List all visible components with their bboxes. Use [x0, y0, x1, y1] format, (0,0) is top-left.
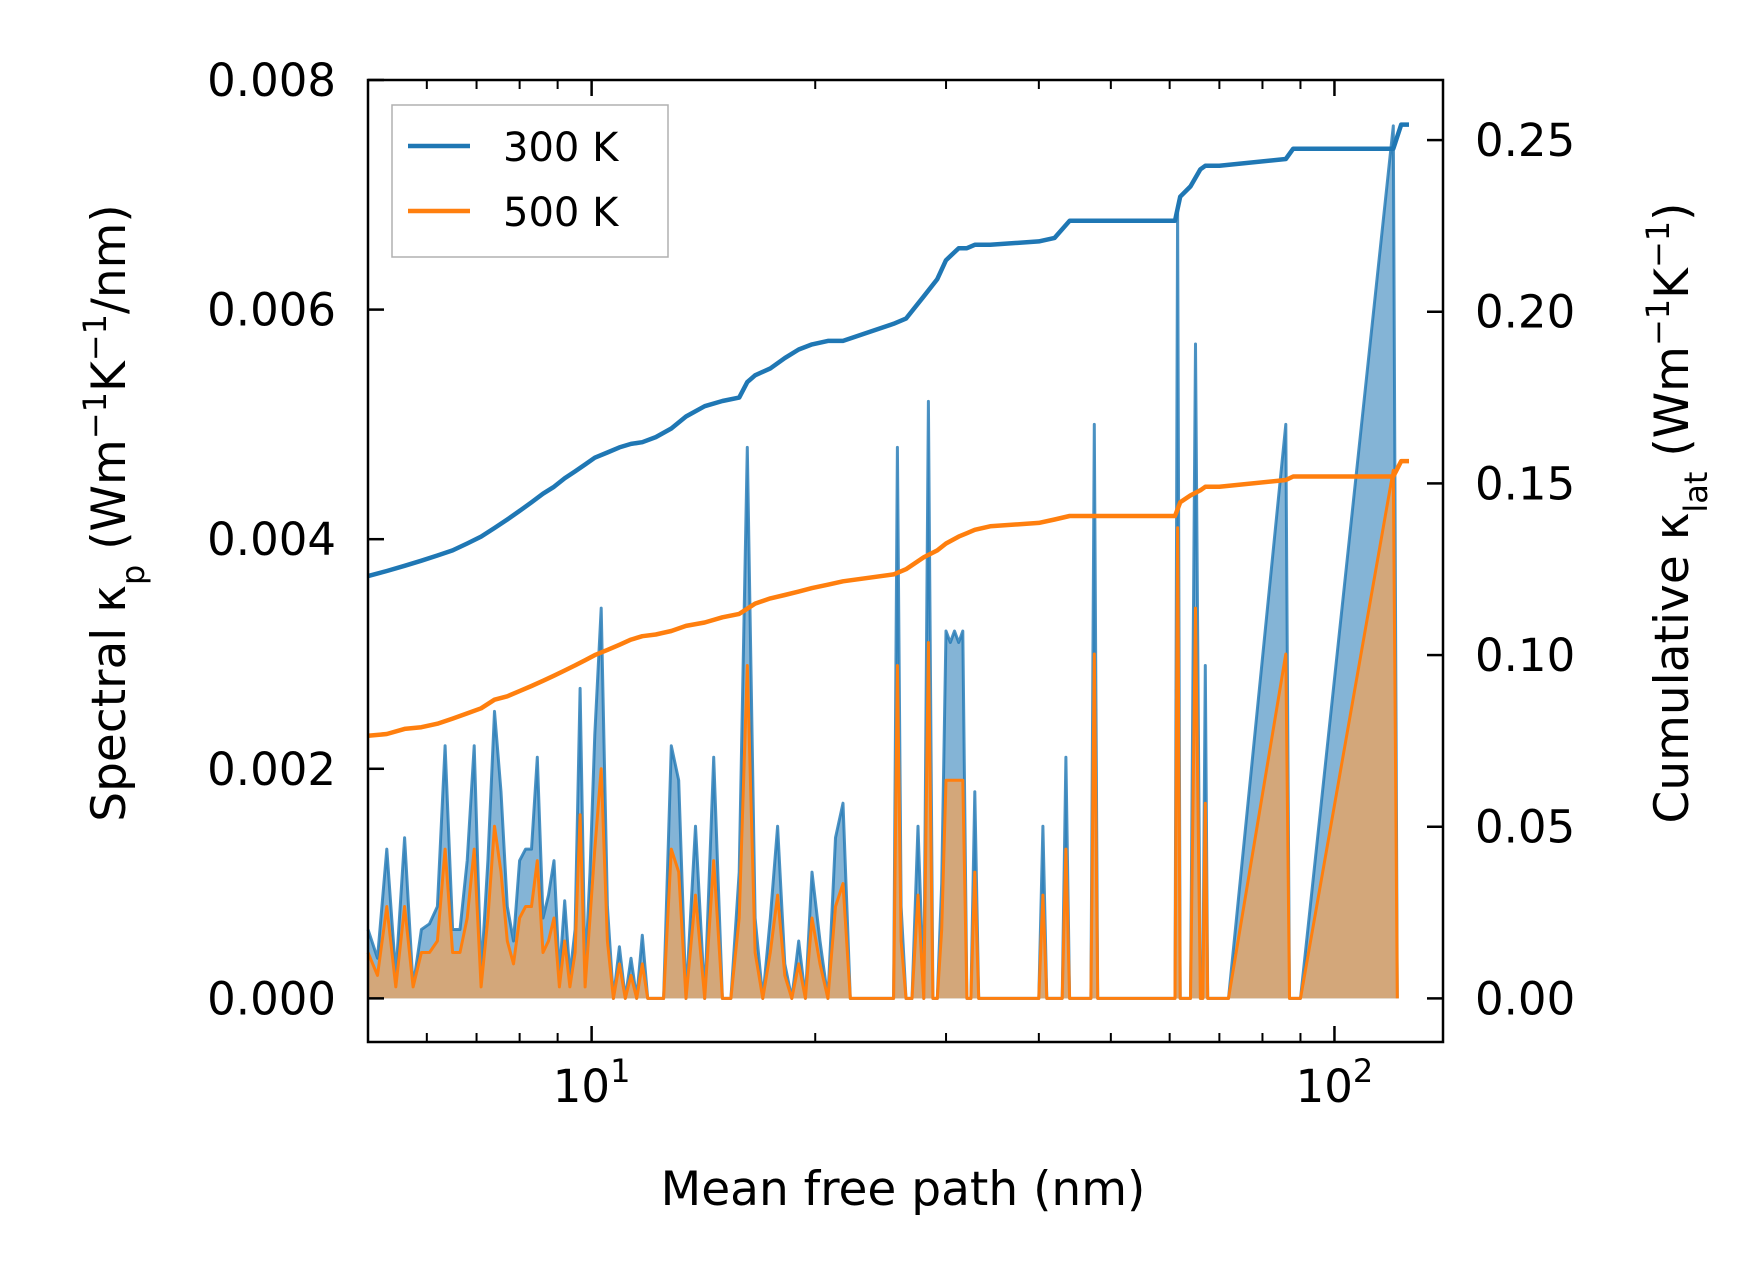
- spectral-line-500k: [366, 468, 1399, 1000]
- left-axis-title-unit: (Wm: [82, 439, 137, 565]
- left-tick-label: 0.004: [207, 513, 336, 566]
- right-axis-title-unit-k: K: [1645, 267, 1700, 299]
- x-tick-label: 102: [1296, 1052, 1374, 1113]
- right-axis-title-tail: ): [1645, 202, 1700, 220]
- right-tick-label: 0.20: [1475, 286, 1575, 339]
- left-axis-title-subscript: p: [114, 565, 152, 585]
- right-tick-label: 0.25: [1475, 114, 1575, 167]
- right-axis-title: Cumulative κlat (Wm−1K−1): [1639, 202, 1715, 823]
- left-tick-label: 0.008: [207, 54, 336, 107]
- spectral-area-500k: [368, 470, 1398, 999]
- axes: 0.000 0.002 0.004 0.006 0.008 0.00 0.05 0.10 0.1…: [207, 54, 1575, 1113]
- x-tick-label: 101: [553, 1052, 631, 1113]
- left-tick-label: 0.006: [207, 284, 336, 337]
- right-tick-label: 0.10: [1475, 629, 1575, 682]
- right-axis-title-sup2: −1: [1639, 221, 1677, 268]
- x-tick-label-base: 10: [553, 1060, 610, 1113]
- left-axis-title: Spectral κp (Wm−1K−1/nm): [76, 204, 152, 821]
- x-tick-label-base: 10: [1296, 1060, 1353, 1113]
- cumulative-line-500k: [367, 458, 1409, 739]
- right-axis-title-unit: (Wm: [1645, 346, 1700, 472]
- x-axis-title: Mean free path (nm): [661, 1162, 1146, 1217]
- left-axis-title-tail: /nm): [82, 204, 137, 314]
- right-tick-label: 0.15: [1475, 457, 1575, 510]
- axes-frame: [366, 78, 1445, 1044]
- left-axis-title-sup1: −1: [76, 392, 114, 439]
- right-axis-title-sup1: −1: [1639, 299, 1677, 346]
- legend-frame: [391, 104, 669, 258]
- cumulative-line-300k: [367, 122, 1409, 579]
- right-tick-label: 0.00: [1475, 972, 1575, 1025]
- legend: 300 K 500 K: [391, 104, 669, 258]
- right-axis-title-subscript: lat: [1677, 472, 1715, 513]
- x-tick-label-exponent: 1: [610, 1052, 630, 1090]
- plot-area: [366, 122, 1409, 1000]
- right-tick-label: 0.05: [1475, 801, 1575, 854]
- left-axis-title-main: Spectral κ: [82, 585, 137, 822]
- left-axis-title-unit-k: K: [82, 360, 137, 392]
- legend-label-500k: 500 K: [503, 190, 620, 236]
- legend-label-300k: 300 K: [503, 125, 620, 171]
- right-axis-title-main: Cumulative κ: [1645, 513, 1700, 824]
- left-tick-label: 0.000: [207, 972, 336, 1025]
- left-tick-label: 0.002: [207, 743, 336, 796]
- x-tick-label-exponent: 2: [1353, 1052, 1373, 1090]
- left-axis-title-sup2: −1: [76, 314, 114, 361]
